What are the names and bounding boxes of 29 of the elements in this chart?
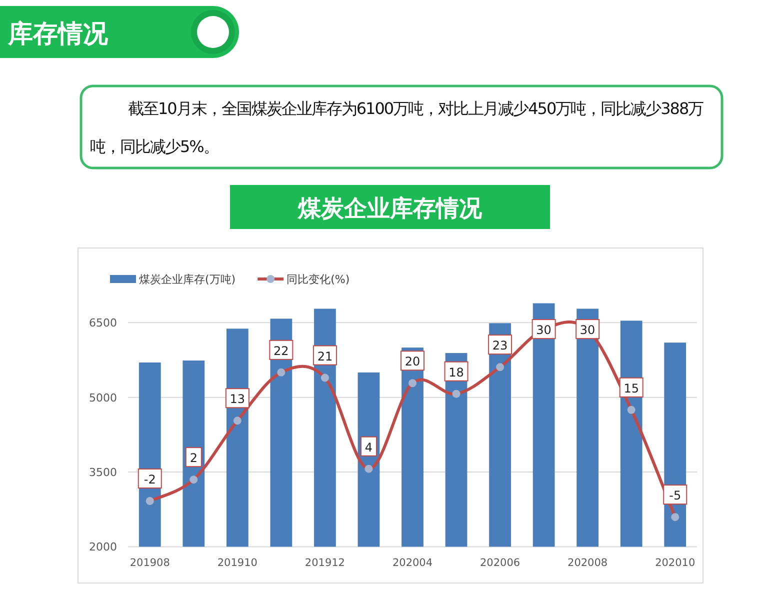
x-tick-label: 202006 xyxy=(480,557,520,569)
data-label: 18 xyxy=(448,365,464,380)
data-label: 21 xyxy=(317,349,333,364)
text: 截至10月末，全国煤炭企业库存为6100万吨，对比上月减少450万吨，同比减少388万吨，同比减少5%。 xyxy=(90,98,704,158)
data-label: 13 xyxy=(230,392,246,406)
y-tick-label: 5000 xyxy=(89,391,117,404)
y-tick-label: 2000 xyxy=(89,540,117,554)
y-tick-label: 6500 xyxy=(89,316,117,330)
x-tick-label: 201912 xyxy=(304,557,346,569)
x-tick-label: 202008 xyxy=(568,557,608,569)
data-label: 2 xyxy=(190,451,198,466)
data-label: 22 xyxy=(274,344,289,358)
data-label: 23 xyxy=(492,338,508,353)
x-tick-label: 201908 xyxy=(130,557,170,569)
x-tick-label: 202010 xyxy=(655,557,696,569)
legend-label: 煤炭企业库存(万吨) xyxy=(139,273,236,286)
data-label: 20 xyxy=(404,354,420,369)
text: 库存情况 xyxy=(7,19,109,48)
data-label: 15 xyxy=(624,381,639,396)
data-label: 30 xyxy=(536,323,552,338)
data-label: 30 xyxy=(580,323,596,338)
y-tick-label: 3500 xyxy=(89,466,117,480)
data-label: 4 xyxy=(364,440,373,454)
x-tick-label: 202004 xyxy=(392,557,433,569)
data-label: -5 xyxy=(669,488,682,503)
x-tick-label: 201910 xyxy=(217,557,258,569)
chart-title: 煤炭企业库存情况 xyxy=(297,195,483,222)
legend-label: 同比变化(%) xyxy=(286,273,350,286)
data-label: -2 xyxy=(144,472,156,486)
